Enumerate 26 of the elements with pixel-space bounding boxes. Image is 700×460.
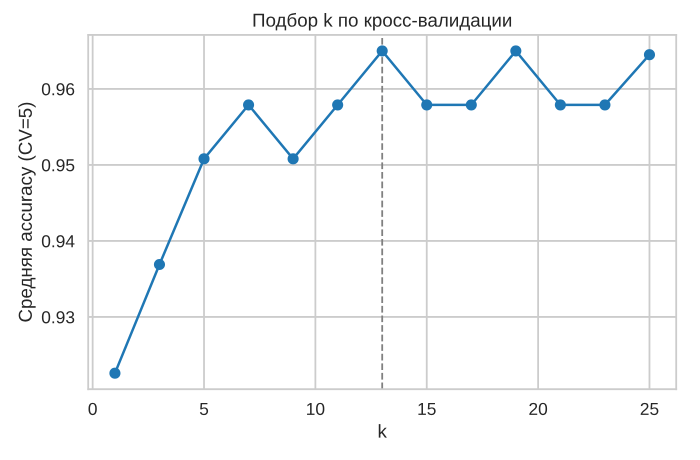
point: [243, 99, 254, 110]
point: [376, 45, 388, 56]
y-tick-label: 0.95: [42, 159, 74, 172]
x-tick-label: 15: [418, 402, 436, 416]
x-tick-label: 20: [529, 402, 548, 416]
point: [198, 153, 210, 164]
point: [288, 153, 299, 164]
x-axis-title: k: [378, 424, 387, 438]
y-tick-label: 0.94: [42, 235, 74, 248]
x-tick-label: 0: [88, 402, 97, 416]
point: [599, 99, 610, 110]
x-tick-label: 5: [200, 402, 208, 416]
point: [421, 99, 432, 110]
x-tick-label: 10: [307, 402, 324, 416]
y-tick-label: 0.96: [42, 83, 74, 96]
point: [554, 99, 566, 110]
point: [109, 368, 120, 379]
x-tick-label: 25: [640, 402, 658, 416]
chart-title: Подбор k по кросс-валидации: [254, 12, 512, 31]
point: [466, 99, 477, 110]
y-axis-title: Средняя accuracy (CV=5): [18, 102, 36, 322]
point: [154, 258, 166, 270]
y-tick-label: 0.93: [42, 311, 74, 324]
point: [332, 99, 344, 110]
point: [644, 49, 656, 60]
point: [510, 45, 522, 56]
